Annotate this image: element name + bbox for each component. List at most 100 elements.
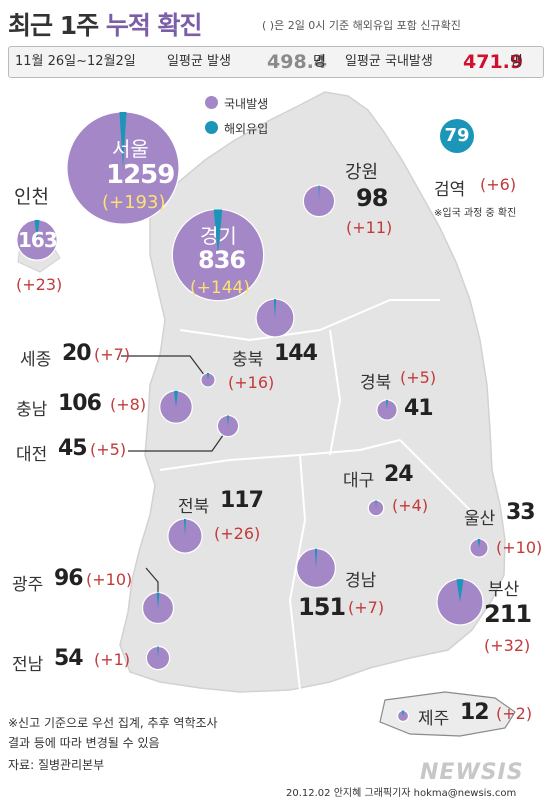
province-border — [288, 454, 307, 691]
region-increase-busan: (+32) — [484, 636, 531, 655]
region-count-jeju: 12 — [460, 700, 490, 725]
leader-line — [121, 355, 209, 381]
region-name-jeonbuk: 전북 — [178, 497, 210, 517]
region-increase-ulsan: (+10) — [496, 538, 543, 557]
region-name-ulsan: 울산 — [464, 509, 496, 529]
imported-wedge-chungnam — [173, 390, 179, 407]
region-increase-gwangju: (+10) — [86, 570, 133, 589]
region-increase-chungbuk: (+16) — [228, 373, 275, 392]
region-name-jeju: 제주 — [418, 709, 450, 729]
region-increase-jeju: (+2) — [496, 704, 533, 723]
region-increase-incheon: (+23) — [16, 275, 63, 294]
region-name-incheon: 인천 — [14, 186, 49, 208]
subtitle: ( )은 2일 0시 기준 해외유입 포함 신규확진 — [262, 19, 461, 32]
quarantine-note: ※입국 과정 중 확진 — [434, 208, 517, 219]
region-count-jeonnam: 54 — [54, 646, 84, 671]
region-increase-jeonbuk: (+26) — [214, 524, 261, 543]
imported-wedge-daejeon — [227, 415, 229, 426]
legend-domestic-swatch — [205, 96, 218, 109]
region-increase-chungnam: (+8) — [110, 395, 147, 414]
region-count-chungbuk: 144 — [274, 341, 318, 366]
imported-wedge-gwangju — [156, 592, 160, 608]
imported-wedge-jeonnam — [157, 646, 159, 658]
region-increase-daegu: (+4) — [392, 496, 429, 515]
region-name-busan: 부산 — [488, 580, 520, 600]
title-part1: 최근 1주 — [8, 11, 99, 40]
region-name-daegu: 대구 — [343, 471, 375, 491]
region-name-seoul: 서울 — [112, 137, 149, 161]
region-name-gwangju: 광주 — [12, 575, 44, 595]
region-increase-daejeon: (+5) — [90, 440, 127, 459]
imported-wedge-jeju — [401, 710, 405, 716]
region-increase-gyeongnam: (+7) — [348, 598, 385, 617]
footnote-line1: ※신고 기준으로 우선 집계, 추후 역학조사 — [8, 716, 218, 730]
avg-value: 498.4 — [267, 51, 328, 73]
region-count-busan: 211 — [484, 600, 532, 628]
quarantine-label: 검역 — [434, 180, 466, 200]
page-title: 최근 1주 누적 확진 — [8, 6, 203, 42]
date-range: 11월 26일~12월2일 — [15, 54, 136, 69]
quarantine-badge: 79 — [440, 119, 474, 153]
quarantine-increase: (+6) — [480, 175, 517, 194]
region-increase-sejong: (+7) — [94, 345, 131, 364]
region-count-jeonbuk: 117 — [220, 488, 264, 513]
footnote-line2: 결과 등에 따라 변경될 수 있음 — [8, 736, 160, 750]
province-border — [329, 329, 342, 456]
domestic-avg-label: 일평균 국내발생 — [345, 54, 433, 69]
region-count-gangwon: 98 — [356, 184, 388, 212]
region-increase-gyeongbuk: (+5) — [400, 368, 437, 387]
region-name-daejeon: 대전 — [16, 445, 48, 465]
region-increase-jeonnam: (+1) — [94, 650, 131, 669]
source-label: 자료: 질병관리본부 — [8, 758, 105, 772]
imported-wedge-seoul — [119, 111, 127, 168]
region-name-jeonnam: 전남 — [12, 655, 44, 675]
region-count-gyeongbuk: 41 — [404, 396, 434, 421]
imported-wedge-ulsan — [477, 538, 481, 548]
imported-wedge-gyeongnam — [314, 548, 318, 568]
region-name-gangwon: 강원 — [345, 162, 379, 183]
region-name-chungbuk: 충북 — [232, 350, 264, 370]
region-name-gyeonggi: 경기 — [200, 224, 237, 248]
region-name-gyeongnam: 경남 — [345, 571, 377, 591]
region-increase-gangwon: (+11) — [346, 218, 393, 237]
imported-wedge-gyeonggi — [213, 209, 223, 255]
imported-wedge-incheon — [34, 219, 40, 240]
region-count-daejeon: 45 — [58, 436, 88, 461]
region-increase-gyeonggi: (+144) — [190, 278, 250, 298]
legend-imported-swatch — [205, 121, 218, 134]
region-name-chungnam: 충남 — [16, 400, 48, 420]
domestic-avg-unit: 명 — [510, 54, 523, 70]
region-increase-seoul: (+193) — [102, 192, 166, 213]
region-count-gwangju: 96 — [54, 566, 84, 591]
avg-unit: 명 — [313, 54, 326, 70]
summary-bar: 11월 26일~12월2일 일평균 발생 498.4 명 일평균 국내발생 47… — [8, 46, 544, 78]
domestic-avg-value: 471.9 — [463, 51, 524, 73]
province-border — [399, 439, 471, 511]
avg-label: 일평균 발생 — [167, 54, 231, 69]
region-count-seoul: 1259 — [106, 160, 175, 190]
newsis-logo: NEWSIS — [420, 760, 524, 785]
credit-line: 20.12.02 안지혜 그래픽기자 hokma@newsis.com — [286, 788, 517, 799]
legend-domestic-label: 국내발생 — [224, 97, 269, 111]
legend-imported-label: 해외유입 — [224, 122, 269, 136]
imported-wedge-busan — [456, 579, 464, 602]
region-count-chungnam: 106 — [58, 391, 102, 416]
region-count-gyeonggi: 836 — [198, 246, 246, 274]
region-name-gyeongbuk: 경북 — [360, 373, 392, 393]
region-count-sejong: 20 — [62, 341, 92, 366]
title-part2: 누적 확진 — [105, 11, 203, 40]
jeju-island — [379, 691, 516, 737]
region-count-ulsan: 33 — [506, 500, 536, 525]
imported-wedge-jeonbuk — [183, 518, 187, 536]
region-name-sejong: 세종 — [20, 350, 52, 370]
region-count-incheon: 163 — [18, 228, 58, 252]
imported-wedge-sejong — [206, 372, 210, 380]
region-count-gyeongnam: 151 — [298, 593, 346, 621]
imported-wedge-gangwon — [318, 185, 320, 201]
province-border — [179, 299, 440, 342]
imported-wedge-daegu — [375, 500, 377, 508]
region-count-daegu: 24 — [384, 462, 414, 487]
imported-wedge-gyeongbuk — [386, 399, 388, 410]
